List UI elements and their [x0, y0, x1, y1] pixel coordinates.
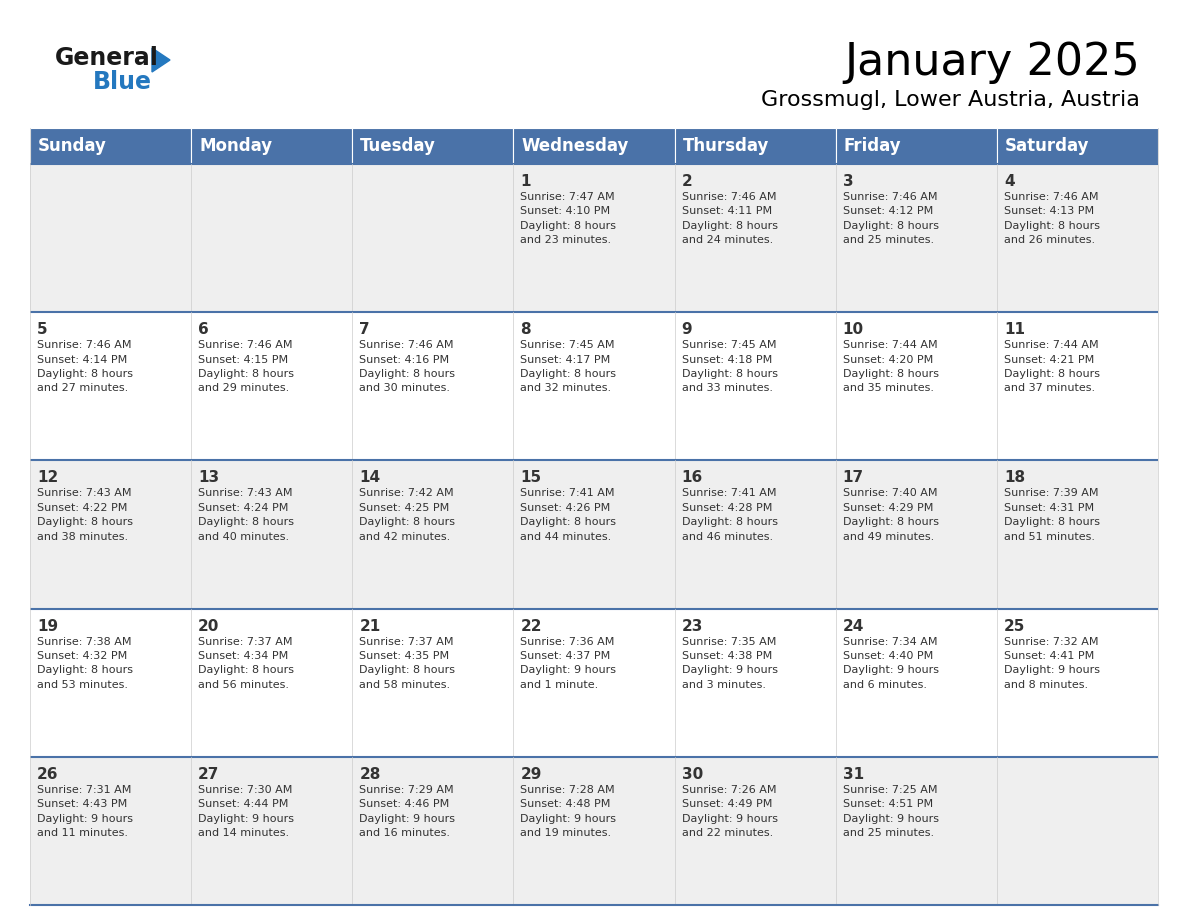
Text: Sunrise: 7:41 AM
Sunset: 4:26 PM
Daylight: 8 hours
and 44 minutes.: Sunrise: 7:41 AM Sunset: 4:26 PM Dayligh…: [520, 488, 617, 542]
Text: 8: 8: [520, 322, 531, 337]
Text: Sunrise: 7:26 AM
Sunset: 4:49 PM
Daylight: 9 hours
and 22 minutes.: Sunrise: 7:26 AM Sunset: 4:49 PM Dayligh…: [682, 785, 778, 838]
Text: 3: 3: [842, 174, 853, 189]
Text: 29: 29: [520, 767, 542, 782]
Text: Sunrise: 7:40 AM
Sunset: 4:29 PM
Daylight: 8 hours
and 49 minutes.: Sunrise: 7:40 AM Sunset: 4:29 PM Dayligh…: [842, 488, 939, 542]
Text: 7: 7: [359, 322, 369, 337]
Text: Sunrise: 7:41 AM
Sunset: 4:28 PM
Daylight: 8 hours
and 46 minutes.: Sunrise: 7:41 AM Sunset: 4:28 PM Dayligh…: [682, 488, 778, 542]
Text: 15: 15: [520, 470, 542, 486]
Text: General: General: [55, 46, 159, 70]
Text: 13: 13: [198, 470, 220, 486]
Text: Sunrise: 7:29 AM
Sunset: 4:46 PM
Daylight: 9 hours
and 16 minutes.: Sunrise: 7:29 AM Sunset: 4:46 PM Dayligh…: [359, 785, 455, 838]
Bar: [30, 128, 191, 164]
Bar: [675, 128, 835, 164]
Text: Sunrise: 7:46 AM
Sunset: 4:15 PM
Daylight: 8 hours
and 29 minutes.: Sunrise: 7:46 AM Sunset: 4:15 PM Dayligh…: [198, 341, 295, 394]
Text: Wednesday: Wednesday: [522, 137, 628, 155]
Text: 19: 19: [37, 619, 58, 633]
Text: Thursday: Thursday: [683, 137, 769, 155]
Text: Sunrise: 7:36 AM
Sunset: 4:37 PM
Daylight: 9 hours
and 1 minute.: Sunrise: 7:36 AM Sunset: 4:37 PM Dayligh…: [520, 636, 617, 689]
Text: Sunrise: 7:32 AM
Sunset: 4:41 PM
Daylight: 9 hours
and 8 minutes.: Sunrise: 7:32 AM Sunset: 4:41 PM Dayligh…: [1004, 636, 1100, 689]
Bar: [30, 609, 1158, 756]
Text: January 2025: January 2025: [845, 40, 1140, 84]
Text: Sunrise: 7:46 AM
Sunset: 4:13 PM
Daylight: 8 hours
and 26 minutes.: Sunrise: 7:46 AM Sunset: 4:13 PM Dayligh…: [1004, 192, 1100, 245]
Text: 25: 25: [1004, 619, 1025, 633]
Text: 24: 24: [842, 619, 864, 633]
Text: 10: 10: [842, 322, 864, 337]
Text: 30: 30: [682, 767, 703, 782]
Bar: [353, 128, 513, 164]
Text: Sunday: Sunday: [38, 137, 107, 155]
Text: 11: 11: [1004, 322, 1025, 337]
Text: Sunrise: 7:37 AM
Sunset: 4:35 PM
Daylight: 8 hours
and 58 minutes.: Sunrise: 7:37 AM Sunset: 4:35 PM Dayligh…: [359, 636, 455, 689]
Polygon shape: [152, 48, 170, 72]
Text: Sunrise: 7:43 AM
Sunset: 4:22 PM
Daylight: 8 hours
and 38 minutes.: Sunrise: 7:43 AM Sunset: 4:22 PM Dayligh…: [37, 488, 133, 542]
Bar: [997, 128, 1158, 164]
Bar: [513, 128, 675, 164]
Text: 14: 14: [359, 470, 380, 486]
Text: Monday: Monday: [200, 137, 272, 155]
Text: Sunrise: 7:28 AM
Sunset: 4:48 PM
Daylight: 9 hours
and 19 minutes.: Sunrise: 7:28 AM Sunset: 4:48 PM Dayligh…: [520, 785, 617, 838]
Bar: [30, 461, 1158, 609]
Bar: [30, 312, 1158, 461]
Text: Sunrise: 7:30 AM
Sunset: 4:44 PM
Daylight: 9 hours
and 14 minutes.: Sunrise: 7:30 AM Sunset: 4:44 PM Dayligh…: [198, 785, 295, 838]
Text: 31: 31: [842, 767, 864, 782]
Text: Sunrise: 7:37 AM
Sunset: 4:34 PM
Daylight: 8 hours
and 56 minutes.: Sunrise: 7:37 AM Sunset: 4:34 PM Dayligh…: [198, 636, 295, 689]
Text: 17: 17: [842, 470, 864, 486]
Text: 21: 21: [359, 619, 380, 633]
Text: Sunrise: 7:25 AM
Sunset: 4:51 PM
Daylight: 9 hours
and 25 minutes.: Sunrise: 7:25 AM Sunset: 4:51 PM Dayligh…: [842, 785, 939, 838]
Text: 26: 26: [37, 767, 58, 782]
Text: 27: 27: [198, 767, 220, 782]
Text: Sunrise: 7:42 AM
Sunset: 4:25 PM
Daylight: 8 hours
and 42 minutes.: Sunrise: 7:42 AM Sunset: 4:25 PM Dayligh…: [359, 488, 455, 542]
Text: Sunrise: 7:38 AM
Sunset: 4:32 PM
Daylight: 8 hours
and 53 minutes.: Sunrise: 7:38 AM Sunset: 4:32 PM Dayligh…: [37, 636, 133, 689]
Text: 12: 12: [37, 470, 58, 486]
Text: Sunrise: 7:47 AM
Sunset: 4:10 PM
Daylight: 8 hours
and 23 minutes.: Sunrise: 7:47 AM Sunset: 4:10 PM Dayligh…: [520, 192, 617, 245]
Text: 20: 20: [198, 619, 220, 633]
Text: Sunrise: 7:44 AM
Sunset: 4:20 PM
Daylight: 8 hours
and 35 minutes.: Sunrise: 7:44 AM Sunset: 4:20 PM Dayligh…: [842, 341, 939, 394]
Text: 5: 5: [37, 322, 48, 337]
Text: Sunrise: 7:46 AM
Sunset: 4:14 PM
Daylight: 8 hours
and 27 minutes.: Sunrise: 7:46 AM Sunset: 4:14 PM Dayligh…: [37, 341, 133, 394]
Bar: [30, 164, 1158, 312]
Text: Sunrise: 7:34 AM
Sunset: 4:40 PM
Daylight: 9 hours
and 6 minutes.: Sunrise: 7:34 AM Sunset: 4:40 PM Dayligh…: [842, 636, 939, 689]
Text: Sunrise: 7:46 AM
Sunset: 4:12 PM
Daylight: 8 hours
and 25 minutes.: Sunrise: 7:46 AM Sunset: 4:12 PM Dayligh…: [842, 192, 939, 245]
Text: Sunrise: 7:44 AM
Sunset: 4:21 PM
Daylight: 8 hours
and 37 minutes.: Sunrise: 7:44 AM Sunset: 4:21 PM Dayligh…: [1004, 341, 1100, 394]
Bar: [30, 756, 1158, 905]
Text: 23: 23: [682, 619, 703, 633]
Text: Sunrise: 7:46 AM
Sunset: 4:11 PM
Daylight: 8 hours
and 24 minutes.: Sunrise: 7:46 AM Sunset: 4:11 PM Dayligh…: [682, 192, 778, 245]
Bar: [835, 128, 997, 164]
Text: Sunrise: 7:35 AM
Sunset: 4:38 PM
Daylight: 9 hours
and 3 minutes.: Sunrise: 7:35 AM Sunset: 4:38 PM Dayligh…: [682, 636, 778, 689]
Text: Grossmugl, Lower Austria, Austria: Grossmugl, Lower Austria, Austria: [762, 90, 1140, 110]
Text: Friday: Friday: [843, 137, 902, 155]
Text: Sunrise: 7:43 AM
Sunset: 4:24 PM
Daylight: 8 hours
and 40 minutes.: Sunrise: 7:43 AM Sunset: 4:24 PM Dayligh…: [198, 488, 295, 542]
Text: 16: 16: [682, 470, 703, 486]
Text: Sunrise: 7:45 AM
Sunset: 4:18 PM
Daylight: 8 hours
and 33 minutes.: Sunrise: 7:45 AM Sunset: 4:18 PM Dayligh…: [682, 341, 778, 394]
Text: Blue: Blue: [93, 70, 152, 94]
Bar: [191, 128, 353, 164]
Text: 1: 1: [520, 174, 531, 189]
Text: Sunrise: 7:31 AM
Sunset: 4:43 PM
Daylight: 9 hours
and 11 minutes.: Sunrise: 7:31 AM Sunset: 4:43 PM Dayligh…: [37, 785, 133, 838]
Text: 6: 6: [198, 322, 209, 337]
Text: Saturday: Saturday: [1005, 137, 1089, 155]
Text: 22: 22: [520, 619, 542, 633]
Text: 28: 28: [359, 767, 380, 782]
Text: Tuesday: Tuesday: [360, 137, 436, 155]
Text: 9: 9: [682, 322, 693, 337]
Text: 4: 4: [1004, 174, 1015, 189]
Text: Sunrise: 7:39 AM
Sunset: 4:31 PM
Daylight: 8 hours
and 51 minutes.: Sunrise: 7:39 AM Sunset: 4:31 PM Dayligh…: [1004, 488, 1100, 542]
Text: 2: 2: [682, 174, 693, 189]
Text: 18: 18: [1004, 470, 1025, 486]
Text: Sunrise: 7:46 AM
Sunset: 4:16 PM
Daylight: 8 hours
and 30 minutes.: Sunrise: 7:46 AM Sunset: 4:16 PM Dayligh…: [359, 341, 455, 394]
Text: Sunrise: 7:45 AM
Sunset: 4:17 PM
Daylight: 8 hours
and 32 minutes.: Sunrise: 7:45 AM Sunset: 4:17 PM Dayligh…: [520, 341, 617, 394]
